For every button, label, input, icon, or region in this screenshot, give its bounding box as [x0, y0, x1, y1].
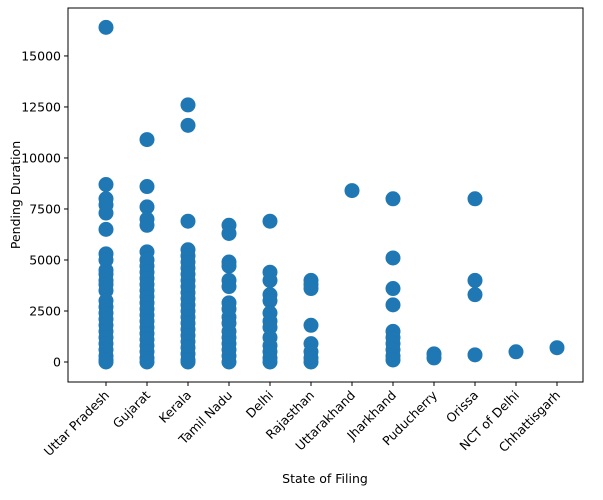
y-tick-label: 12500 [21, 99, 61, 114]
point [180, 354, 196, 370]
point [303, 281, 319, 297]
point [385, 191, 401, 207]
y-axis-label: Pending Duration [8, 141, 23, 249]
point [98, 176, 114, 192]
point [385, 281, 401, 297]
point [262, 354, 278, 370]
point [467, 272, 483, 288]
point [262, 213, 278, 229]
point [139, 179, 155, 195]
y-tick-label: 2500 [29, 303, 61, 318]
y-tick-label: 7500 [29, 201, 61, 216]
y-tick-label: 15000 [21, 48, 61, 63]
x-tick-label: Orissa [443, 388, 481, 426]
point [98, 19, 114, 35]
point [467, 287, 483, 303]
y-tick-label: 0 [53, 355, 61, 370]
point [467, 347, 483, 363]
point [508, 344, 524, 360]
x-axis-label: State of Filing [282, 471, 368, 486]
point [221, 279, 237, 295]
point [221, 258, 237, 274]
point [139, 132, 155, 148]
point [303, 354, 319, 370]
point [221, 225, 237, 241]
point [344, 183, 360, 199]
point [549, 340, 565, 356]
point [98, 221, 114, 237]
plot-frame [67, 7, 584, 383]
point [467, 191, 483, 207]
point [385, 297, 401, 313]
point [98, 205, 114, 221]
point [139, 199, 155, 215]
point [262, 293, 278, 309]
y-tick-label: 10000 [21, 150, 61, 165]
point [385, 250, 401, 266]
x-tick-label: Delhi [243, 388, 276, 421]
point [262, 272, 278, 288]
point [180, 213, 196, 229]
point [139, 217, 155, 233]
point [303, 317, 319, 333]
point [385, 352, 401, 368]
point [139, 354, 155, 370]
point [180, 117, 196, 133]
x-tick-label: Uttar Pradesh [41, 388, 112, 459]
point [221, 354, 237, 370]
x-tick-label: Gujarat [110, 387, 154, 431]
point [98, 354, 114, 370]
x-tick-label: Kerala [156, 388, 194, 426]
y-tick-label: 5000 [29, 252, 61, 267]
point [426, 350, 442, 366]
point [180, 97, 196, 113]
